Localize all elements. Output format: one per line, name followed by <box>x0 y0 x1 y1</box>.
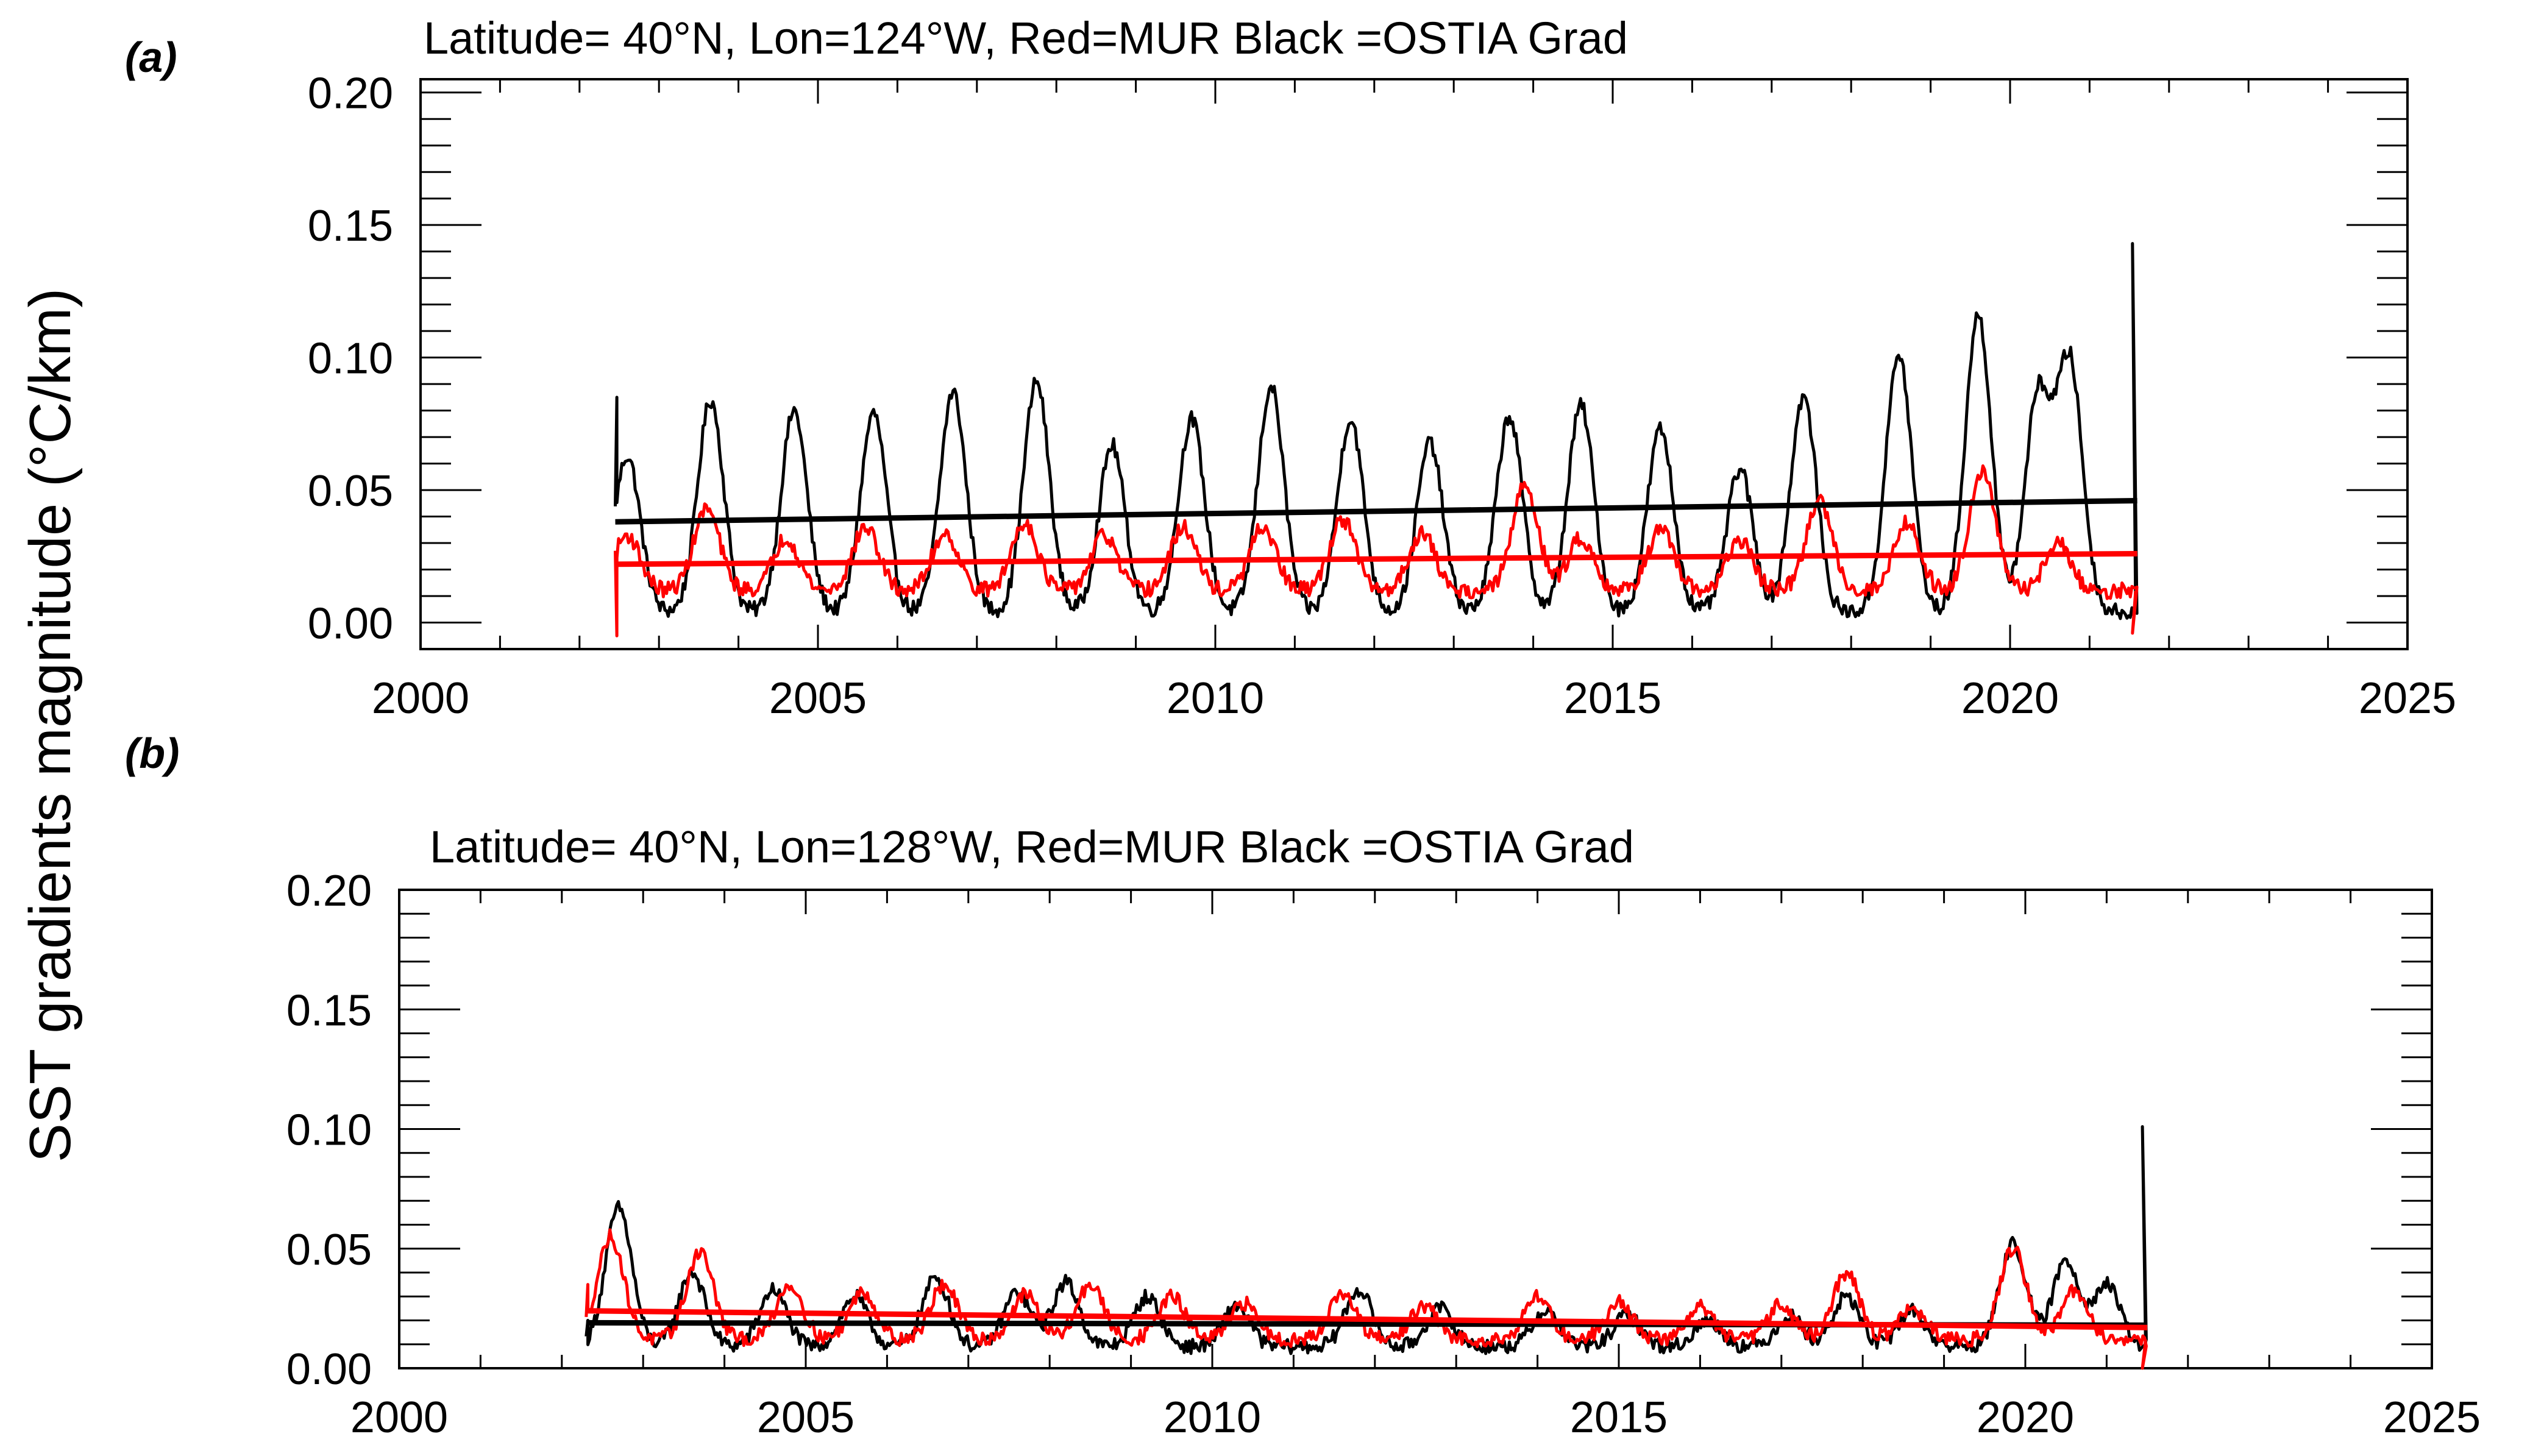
panel-a-xtick-label: 2010 <box>1167 674 1264 723</box>
panel-a-ytick-label: 0.00 <box>308 600 393 648</box>
panel-a-ytick-label: 0.20 <box>308 69 393 118</box>
panel-a-xtick-label: 2020 <box>1961 674 2059 723</box>
panel-a-xtick-label: 2025 <box>2359 674 2456 723</box>
panel-b-xtick-label: 2000 <box>350 1393 448 1442</box>
panel-b-title: Latitude= 40°N, Lon=128°W, Red=MUR Black… <box>430 822 1634 872</box>
panel-b-xtick-label: 2010 <box>1164 1393 1261 1442</box>
panel-a-xtick-label: 2000 <box>372 674 469 723</box>
panel-a-xtick-label: 2005 <box>769 674 867 723</box>
panel-b-xtick-label: 2020 <box>1977 1393 2074 1442</box>
panel-b-xtick-label: 2005 <box>757 1393 855 1442</box>
panel-b-xtick-label: 2015 <box>1570 1393 1668 1442</box>
panel-b-ytick-label: 0.05 <box>286 1226 372 1274</box>
panel-b-ytick-label: 0.10 <box>286 1106 372 1155</box>
panel-b-trend-mur <box>586 1308 2148 1330</box>
panel-a: (a) Latitude= 40°N, Lon=124°W, Red=MUR B… <box>125 13 2456 723</box>
panel-a-plot-frame <box>419 78 2409 650</box>
panel-b-ytick-label: 0.20 <box>286 867 372 915</box>
panel-a-title: Latitude= 40°N, Lon=124°W, Red=MUR Black… <box>424 13 1628 63</box>
panel-b-ytick-label: 0.00 <box>286 1345 372 1394</box>
panel-a-label: (a) <box>125 34 177 81</box>
panel-a-trend-mur <box>615 550 2137 567</box>
panel-a-ytick-label: 0.05 <box>308 467 393 516</box>
panel-a-xtick-label: 2015 <box>1564 674 1661 723</box>
panel-a-series-ostia <box>614 242 2139 620</box>
panel-a-ytick-label: 0.10 <box>308 335 393 383</box>
y-axis-label: SST gradients magnitude (°C/km) <box>18 288 83 1163</box>
panel-b: (b) Latitude= 40°N, Lon=128°W, Red=MUR B… <box>125 730 2481 1442</box>
panel-a-series-mur <box>614 464 2139 637</box>
panel-b-ytick-label: 0.15 <box>286 986 372 1035</box>
panel-b-label: (b) <box>125 730 179 777</box>
panel-a-trend-ostia <box>615 497 2137 525</box>
panel-a-ytick-label: 0.15 <box>308 202 393 250</box>
panel-b-xtick-label: 2025 <box>2383 1393 2481 1442</box>
